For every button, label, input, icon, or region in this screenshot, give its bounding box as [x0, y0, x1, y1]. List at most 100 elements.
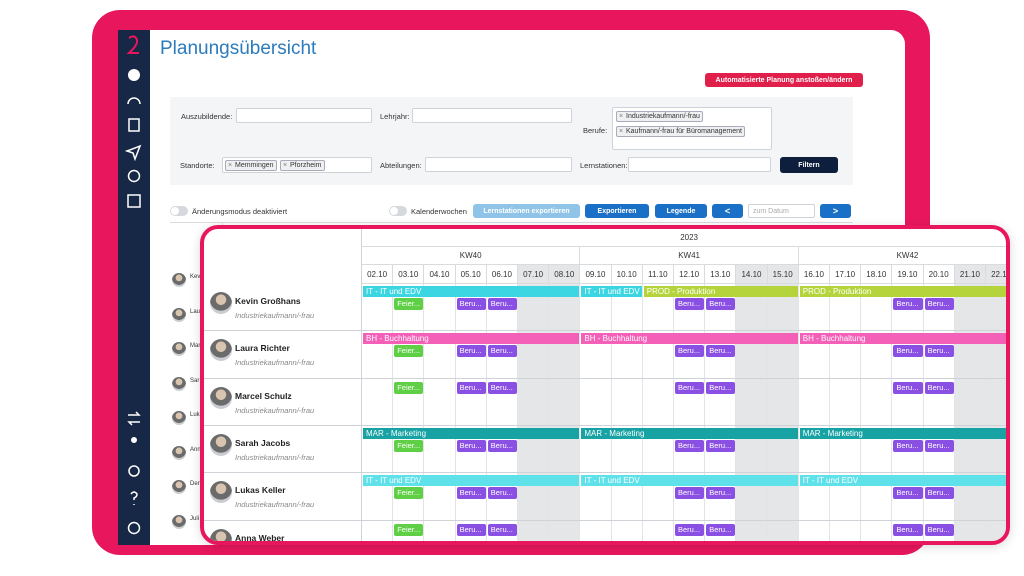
event-chip: Beru... — [456, 345, 486, 358]
filter-tag: Kaufmann/-frau für Büromanagement — [616, 126, 745, 137]
toggle-label: Änderungsmodus deaktiviert — [192, 207, 288, 216]
person-name: Anna Weber — [235, 532, 285, 543]
event-chip: Beru... — [487, 439, 517, 452]
filter-button[interactable]: Filtern — [780, 157, 838, 173]
export-stations-button[interactable]: Lernstationen exportieren — [473, 204, 580, 218]
date-header: 14.10 — [736, 265, 768, 284]
event-chip: Beru... — [706, 523, 736, 536]
event-chip: Beru... — [893, 439, 923, 452]
nav-profile[interactable] — [128, 69, 140, 81]
row-border — [204, 424, 1006, 426]
filter-input[interactable] — [412, 108, 572, 123]
day-column — [362, 284, 394, 541]
nav-help[interactable] — [130, 491, 138, 505]
avatar — [172, 480, 186, 494]
toggle-label: Kalenderwochen — [411, 207, 467, 216]
day-column — [580, 284, 612, 541]
day-column — [892, 284, 924, 541]
name-column-border — [361, 229, 362, 541]
date-header: 11.10 — [642, 265, 674, 284]
date-header: 21.10 — [954, 265, 986, 284]
filter-input[interactable] — [628, 157, 771, 172]
date-header: 22.10 — [986, 265, 1006, 284]
date-header: 08.10 — [549, 265, 581, 284]
avatar — [210, 528, 232, 541]
avatar — [172, 342, 186, 356]
station-bar: BH - Buchhaltung — [581, 333, 798, 345]
person-job: Industriekaufmann/-frau — [235, 452, 315, 462]
filter-tag: Memmingen — [225, 160, 277, 171]
row-name: Sar — [190, 377, 200, 384]
nav-dashboard[interactable] — [127, 97, 141, 105]
event-chip: Beru... — [487, 523, 517, 536]
nav-team[interactable] — [131, 437, 137, 443]
filter-label: Auszubildende: — [181, 112, 233, 121]
day-column — [393, 284, 425, 541]
event-chip: Beru... — [675, 345, 705, 358]
event-chip: Beru... — [924, 439, 954, 452]
nav-settings[interactable] — [128, 465, 140, 477]
filter-input[interactable]: MemmingenPforzheim — [222, 157, 372, 173]
event-chip: Beru... — [706, 298, 736, 310]
toggle[interactable] — [389, 206, 407, 216]
prev-button[interactable]: < — [712, 204, 743, 218]
day-column — [767, 284, 799, 541]
nav-checks[interactable] — [127, 169, 141, 183]
nav-logout[interactable] — [127, 521, 141, 535]
station-bar: MAR - Marketing — [363, 427, 580, 439]
nav-switch[interactable] — [127, 411, 141, 426]
year-header: 2023 — [362, 229, 1006, 247]
person-name: Marcel Schulz — [235, 390, 292, 401]
station-bar: IT - IT und EDV — [799, 475, 1006, 487]
event-chip: Beru... — [924, 381, 954, 394]
row-name: Den — [190, 481, 202, 487]
nav-calendar[interactable] — [127, 194, 141, 208]
station-bar: IT - IT und EDV — [581, 475, 798, 487]
day-column — [518, 284, 550, 541]
date-header: 20.10 — [923, 265, 955, 284]
day-column — [705, 284, 737, 541]
nav-messages[interactable] — [124, 144, 142, 162]
filter-input[interactable] — [425, 157, 572, 172]
event-chip: Beru... — [487, 381, 517, 394]
row-name: Kev — [190, 274, 201, 280]
avatar — [210, 292, 232, 314]
event-chip: Beru... — [706, 381, 736, 394]
filter-label: Lehrjahr: — [380, 112, 410, 121]
export-button[interactable]: Exportieren — [585, 204, 649, 218]
row-name: Luk — [190, 412, 200, 418]
auto-plan-button[interactable]: Automatisierte Planung anstoßen/ändern — [705, 73, 863, 87]
day-column — [986, 284, 1006, 541]
date-header: 13.10 — [705, 265, 737, 284]
day-column — [612, 284, 643, 541]
legend-button[interactable]: Legende — [655, 204, 707, 218]
sidebar — [118, 30, 150, 545]
day-column — [674, 284, 706, 541]
nav-tasks[interactable] — [128, 118, 140, 132]
date-input[interactable]: zum Datum — [748, 204, 815, 218]
event-chip: Beru... — [675, 298, 705, 310]
event-chip: Feier... — [394, 439, 424, 452]
filter-input[interactable]: Industriekaufmann/-frau Kaufmann/-frau fü… — [612, 107, 772, 150]
avatar — [172, 273, 186, 287]
event-chip: Beru... — [487, 487, 517, 500]
day-column — [799, 284, 830, 541]
event-chip: Beru... — [893, 523, 923, 536]
row-border — [204, 330, 1006, 332]
filter-input[interactable] — [236, 108, 372, 123]
logo — [126, 35, 139, 54]
next-button[interactable]: > — [820, 204, 851, 218]
toggle[interactable] — [170, 206, 188, 216]
avatar — [172, 307, 186, 322]
event-chip: Beru... — [924, 523, 954, 536]
person-job: Industriekaufmann/-frau — [235, 358, 315, 368]
event-chip: Beru... — [893, 345, 923, 358]
person-name: Lukas Keller — [235, 485, 286, 496]
event-chip: Feier... — [394, 345, 424, 358]
day-column — [456, 284, 487, 541]
date-header: 19.10 — [892, 265, 924, 284]
event-chip: Beru... — [924, 298, 954, 310]
event-chip: Beru... — [675, 487, 705, 500]
event-chip: Feier... — [394, 523, 424, 536]
event-chip: Beru... — [456, 487, 486, 500]
